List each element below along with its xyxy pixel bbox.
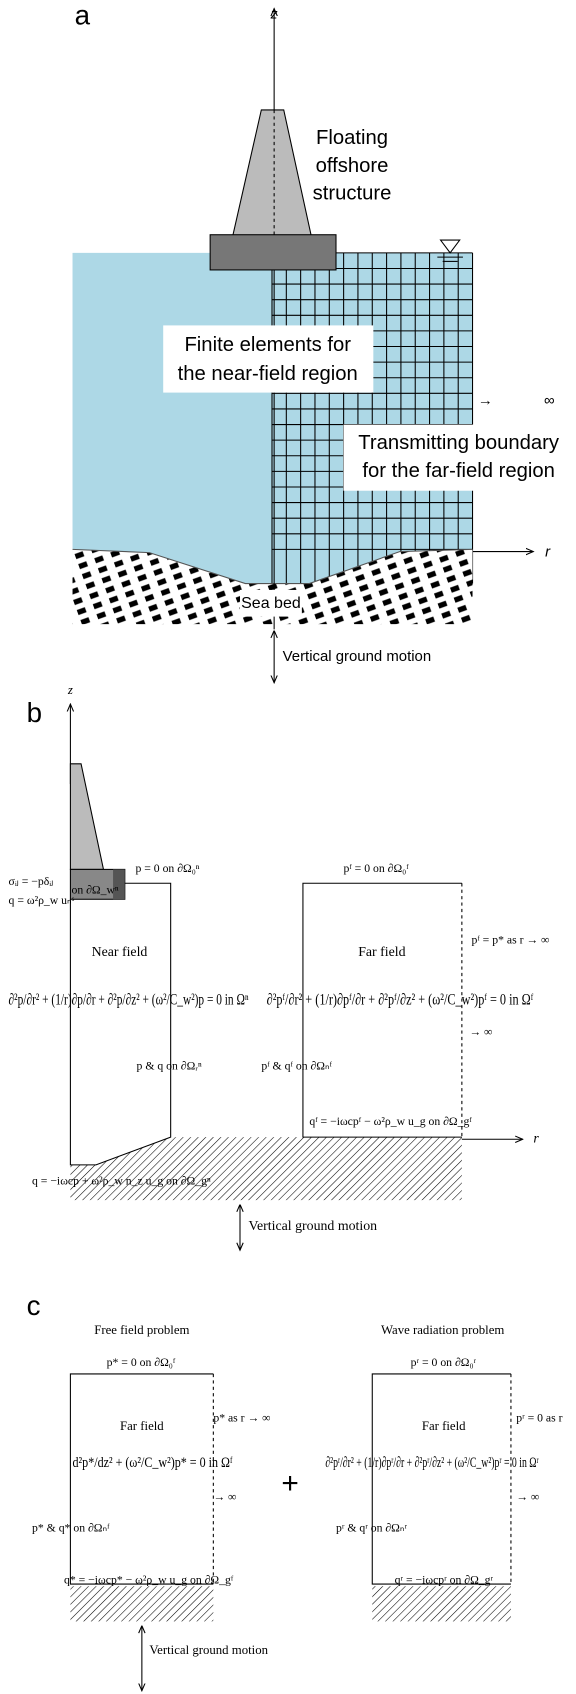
label: structure [313, 183, 392, 205]
condition: pᶠ & qᶠ on ∂Ωₙᶠ [261, 1059, 332, 1072]
label: Floating [316, 127, 388, 149]
axis-label: r [545, 544, 551, 561]
title: Free field problem [94, 1323, 189, 1337]
equation: d²p*/dz² + (ω²/C_w²)p* = 0 in Ωᶠ [73, 1455, 233, 1471]
ground [372, 1586, 511, 1622]
condition: q = ω²ρ_w uₙˢ [9, 894, 75, 907]
plus: + [281, 1467, 298, 1500]
panel-b: b z p = 0 on ∂Ω₀ⁿ σᵢⱼ = −pδᵢⱼ q = ω²ρ_w … [9, 683, 549, 1250]
label: Sea bed [241, 595, 301, 612]
axis-label: z [270, 6, 278, 22]
condition: p* as r → ∞ [213, 1411, 270, 1424]
base [209, 234, 337, 271]
label: Vertical ground motion [149, 1643, 268, 1657]
far-field-boundary [302, 882, 462, 1138]
condition: p = 0 on ∂Ω₀ⁿ [135, 862, 199, 875]
condition: on ∂Ω_wⁿ [71, 883, 118, 896]
domain-boundary [69, 1373, 214, 1585]
tower [231, 109, 313, 238]
label: Vertical ground motion [249, 1218, 378, 1233]
label: → ∞ [478, 392, 555, 409]
label: → ∞ [516, 1490, 539, 1503]
label-box [163, 325, 374, 393]
panel-a: a z Floating offshore structure Finite e… [72, 0, 569, 683]
panel-c: c + Free field problem p* = 0 on ∂Ω₀ᶠ Fa… [27, 1290, 563, 1691]
condition: p* & q* on ∂Ωₙᶠ [32, 1521, 110, 1534]
dam-base [113, 869, 125, 900]
title: Wave radiation problem [381, 1323, 504, 1337]
condition: pʳ = 0 on ∂Ω₀ʳ [411, 1356, 477, 1369]
region-label: Far field [120, 1419, 164, 1433]
label: offshore [316, 155, 389, 177]
equation: ∂²pᶠ/∂r² + (1/r)∂pᶠ/∂r + ∂²pᶠ/∂z² + (ω²/… [267, 991, 534, 1008]
panel-label: c [27, 1290, 41, 1321]
label: the near-field region [178, 363, 358, 385]
panel-label: b [27, 697, 42, 728]
condition: q* = −iωcp* − ω²ρ_w u_g on ∂Ω_gᶠ [64, 1574, 234, 1587]
seabed-line [72, 548, 473, 585]
condition: qᶠ = −iωcpᶠ − ω²ρ_w u_g on ∂Ω_gᶠ [309, 1115, 472, 1128]
near-field-boundary [69, 882, 172, 1166]
condition: pᶠ = p* as r → ∞ [471, 934, 549, 947]
condition: qʳ = −iωcpʳ on ∂Ω_gʳ [395, 1574, 494, 1587]
equation: ∂²pʳ/∂r² + (1/r)∂pʳ/∂r + ∂²pʳ/∂z² + (ω²/… [325, 1455, 539, 1471]
label-box [240, 589, 302, 617]
axis-label: r [533, 1130, 539, 1145]
ground [70, 1137, 462, 1201]
seabed [72, 549, 473, 625]
region-label: Near field [92, 944, 148, 959]
condition: pʳ = 0 as r [516, 1411, 562, 1424]
domain-boundary [371, 1373, 511, 1585]
equation: ∂²p/∂r² + (1/r)∂p/∂r + ∂²p/∂z² + (ω²/C_w… [9, 991, 249, 1008]
region-label: Far field [358, 944, 405, 959]
condition: q = −iωcp + ω²ρ_w n_z u_g on ∂Ω_gⁿ [32, 1175, 211, 1188]
label-box [343, 424, 569, 491]
condition: pᶠ = 0 on ∂Ω₀ᶠ [343, 862, 409, 875]
label: → ∞ [213, 1490, 236, 1503]
label: Transmitting boundary [358, 432, 560, 454]
label: for the far-field region [362, 460, 554, 482]
condition: σᵢⱼ = −pδᵢⱼ [9, 875, 54, 888]
condition: pʳ & qʳ on ∂Ωₙʳ [336, 1521, 408, 1534]
label: Finite elements for [184, 334, 351, 356]
label: Vertical ground motion [283, 648, 431, 665]
condition: p* = 0 on ∂Ω₀ᶠ [107, 1356, 176, 1369]
dam [69, 763, 105, 870]
condition: p & q on ∂Ωᵣⁿ [137, 1059, 202, 1072]
ground [70, 1586, 214, 1622]
water-level [439, 239, 461, 254]
panel-label: a [75, 0, 91, 30]
region-label: Far field [422, 1419, 466, 1433]
axis-label: z [67, 683, 73, 697]
label: → ∞ [469, 1025, 492, 1038]
